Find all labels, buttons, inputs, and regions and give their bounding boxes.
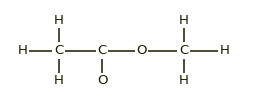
Text: C: C xyxy=(178,44,187,57)
Text: H: H xyxy=(54,14,63,27)
Text: O: O xyxy=(136,44,146,57)
Text: O: O xyxy=(96,74,107,87)
Text: C: C xyxy=(54,44,63,57)
Text: H: H xyxy=(54,74,63,87)
Text: H: H xyxy=(178,14,188,27)
Text: H: H xyxy=(18,44,28,57)
Text: H: H xyxy=(219,44,228,57)
Text: C: C xyxy=(97,44,106,57)
Text: H: H xyxy=(178,74,188,87)
